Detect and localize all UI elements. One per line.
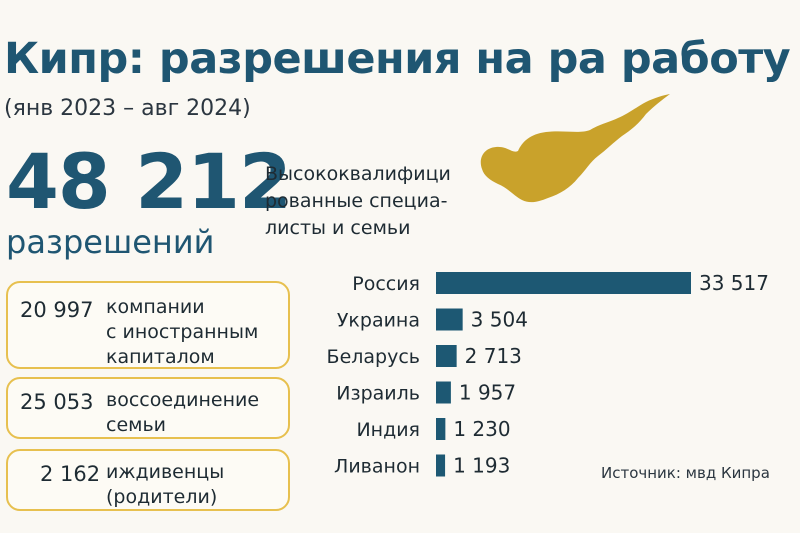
bar-value-label: 1 230 — [453, 417, 510, 441]
category-line: (родители) — [106, 486, 218, 508]
bar-value-label: 1 957 — [459, 381, 516, 405]
bar-category-label: Индия — [356, 419, 420, 441]
page-title: Кипр: разрешения на ра работу — [4, 34, 791, 84]
bar-value-label: 33 517 — [699, 271, 769, 295]
bar — [436, 272, 691, 294]
source-note: Источник: мвд Кипра — [601, 464, 770, 482]
bar — [436, 381, 451, 404]
bar-value-label: 3 504 — [471, 308, 528, 332]
category-line: компании — [106, 296, 205, 318]
category-value: 25 053 — [20, 390, 94, 414]
category-description: воссоединение семьи — [106, 388, 259, 438]
category-line: капиталом — [106, 346, 215, 368]
bar — [436, 308, 463, 331]
category-card-foreign-companies: 20 997 компании с иностранным капиталом — [6, 281, 290, 369]
category-card-dependents: 2 162 иждивенцы (родители) — [6, 449, 290, 511]
note-line: листы и семьи — [265, 217, 411, 239]
page-subtitle: (янв 2023 – авг 2024) — [4, 96, 251, 121]
category-line: воссоединение — [106, 389, 260, 411]
category-line: семьи — [106, 414, 167, 436]
bar — [436, 345, 457, 367]
note-line: Высококвалифици — [265, 163, 451, 185]
category-value: 20 997 — [20, 298, 94, 322]
category-line: с иностранным — [106, 321, 259, 343]
category-value: 2 162 — [40, 462, 101, 486]
category-description: компании с иностранным капиталом — [106, 295, 258, 370]
category-card-family-reunification: 25 053 воссоединение семьи — [6, 377, 290, 439]
bar — [436, 454, 446, 477]
bar-category-label: Россия — [352, 273, 420, 295]
total-permits-label: разрешений — [6, 223, 215, 261]
category-description: иждивенцы (родители) — [106, 460, 224, 510]
bar-value-label: 1 193 — [453, 454, 510, 478]
bar-value-label: 2 713 — [465, 344, 522, 368]
category-line: иждивенцы — [106, 461, 225, 483]
note-line: рованные специа- — [265, 190, 448, 212]
bar-category-label: Беларусь — [327, 346, 420, 368]
bar-category-label: Ливанон — [334, 456, 420, 478]
total-permits-number: 48 212 — [6, 137, 292, 226]
bar-category-label: Украина — [337, 310, 420, 332]
bar-category-label: Израиль — [336, 383, 420, 405]
highly-skilled-note: Высококвалифици рованные специа- листы и… — [265, 161, 475, 242]
bar — [436, 418, 446, 440]
cyprus-map-icon — [480, 94, 670, 203]
